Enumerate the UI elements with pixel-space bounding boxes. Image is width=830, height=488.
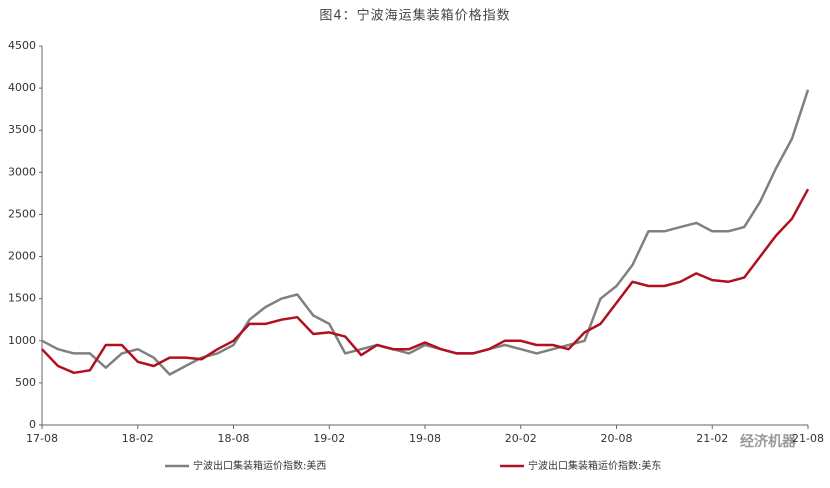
x-tick-label: 19-02 <box>313 432 345 445</box>
x-tick-label: 20-08 <box>601 432 633 445</box>
y-tick-label: 3000 <box>8 165 36 178</box>
legend-label: 宁波出口集装箱运价指数:美东 <box>528 459 661 472</box>
y-tick-label: 3500 <box>8 123 36 136</box>
y-tick-label: 4500 <box>8 39 36 52</box>
watermark: 经济机器 <box>740 433 797 450</box>
x-tick-label: 17-08 <box>26 432 58 445</box>
y-tick-label: 4000 <box>8 81 36 94</box>
legend-label: 宁波出口集装箱运价指数:美西 <box>193 459 326 472</box>
x-tick-label: 18-02 <box>122 432 154 445</box>
series-line <box>41 188 810 375</box>
x-tick-label: 18-08 <box>218 432 250 445</box>
y-tick-label: 1000 <box>8 334 36 347</box>
x-tick-label: 21-08 <box>792 432 824 445</box>
series-line <box>41 89 810 376</box>
y-tick-label: 2500 <box>8 207 36 220</box>
y-tick-label: 0 <box>29 418 36 431</box>
y-tick-label: 500 <box>15 376 36 389</box>
y-tick-label: 1500 <box>8 292 36 305</box>
x-tick-label: 19-08 <box>409 432 441 445</box>
y-tick-label: 2000 <box>8 250 36 263</box>
chart-title: 图4：宁波海运集装箱价格指数 <box>319 8 510 24</box>
x-tick-label: 21-02 <box>696 432 728 445</box>
x-tick-label: 20-02 <box>505 432 537 445</box>
